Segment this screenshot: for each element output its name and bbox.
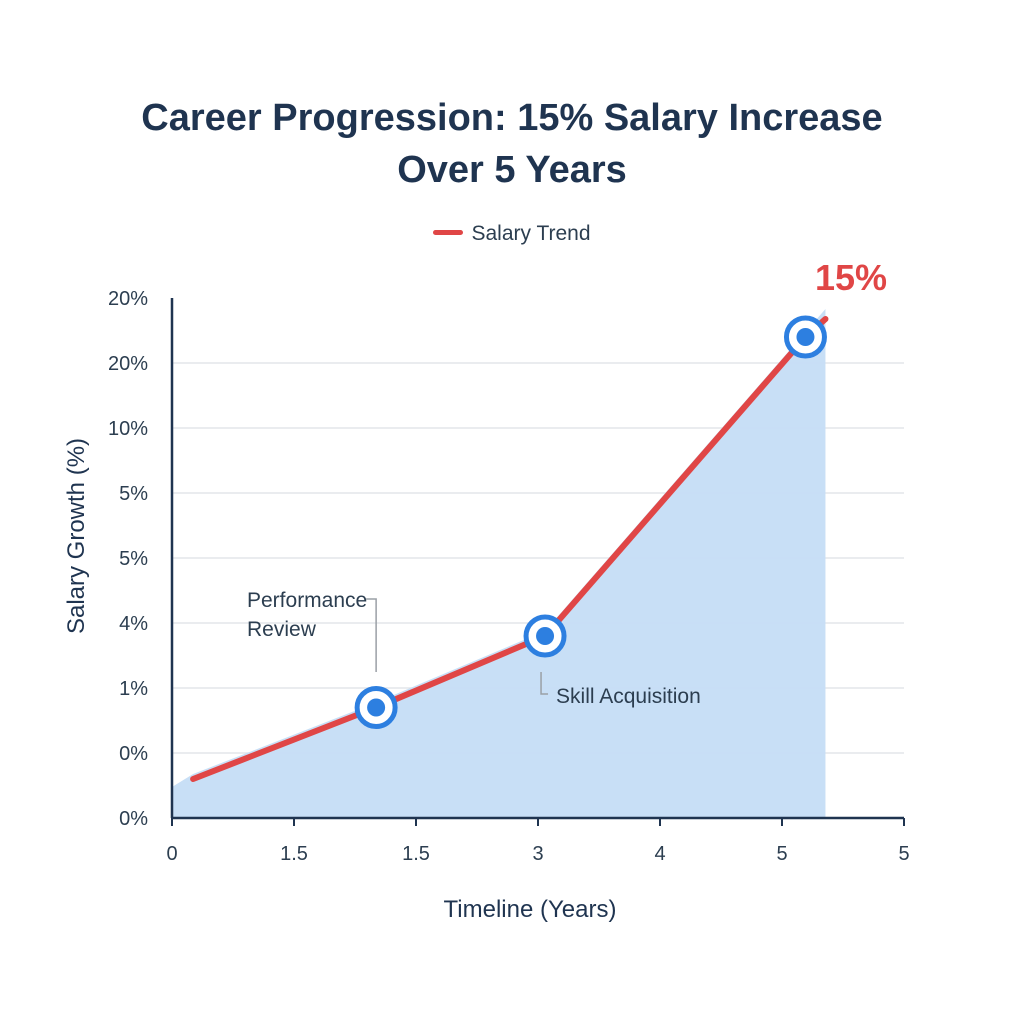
y-tick-label: 20% (108, 288, 148, 310)
y-axis-title: Salary Growth (%) (63, 438, 90, 634)
annotation-performance-review: Performance (247, 589, 367, 612)
legend: Salary Trend (0, 222, 1024, 246)
data-point-marker-core (796, 328, 815, 346)
salary-trend-area (172, 309, 826, 818)
data-markers (354, 315, 827, 729)
y-tick-label: 5% (119, 548, 148, 570)
x-tick-label: 1.5 (402, 843, 430, 865)
annotation-performance-review: Review (247, 618, 317, 641)
x-tick-label: 0 (166, 843, 177, 865)
x-tick-label: 3 (532, 843, 543, 865)
y-tick-labels: 0% 0% 1% 4% 5% 5% 10% 20% 20% (108, 288, 148, 830)
data-point-marker-core (367, 698, 386, 717)
annotation-leader-skill-acquisition (540, 672, 549, 695)
x-tick-label: 5 (898, 843, 909, 865)
y-tick-label: 5% (119, 483, 148, 505)
legend-swatch-salary-trend (433, 229, 464, 235)
y-tick-label: 4% (119, 613, 148, 635)
annotation-skill-acquisition: Skill Acquisition (556, 685, 701, 708)
chart-title: Career Progression: 15% Salary Increase … (0, 92, 1024, 196)
x-axis-title: Timeline (Years) (444, 896, 617, 923)
end-value-label: 15% (815, 257, 887, 298)
x-tick-labels: 0 1.5 1.5 3 4 5 5 (166, 818, 910, 865)
y-tick-label: 1% (119, 678, 148, 700)
legend-label-salary-trend: Salary Trend (471, 222, 591, 245)
chart-title-line-1: Career Progression: 15% Salary Increase (141, 97, 883, 139)
annotations: Performance Review Skill Acquisition (247, 589, 701, 708)
y-tick-label: 10% (108, 418, 148, 440)
x-tick-label: 5 (776, 843, 787, 865)
y-tick-label: 20% (108, 353, 148, 375)
y-tick-label: 0% (119, 743, 148, 765)
y-tick-label: 0% (119, 808, 148, 830)
x-tick-label: 1.5 (280, 843, 308, 865)
annotation-leader-performance-review (366, 598, 377, 672)
chart-title-line-2: Over 5 Years (397, 149, 627, 191)
data-point-marker-core (536, 627, 555, 645)
x-tick-label: 4 (654, 843, 665, 865)
